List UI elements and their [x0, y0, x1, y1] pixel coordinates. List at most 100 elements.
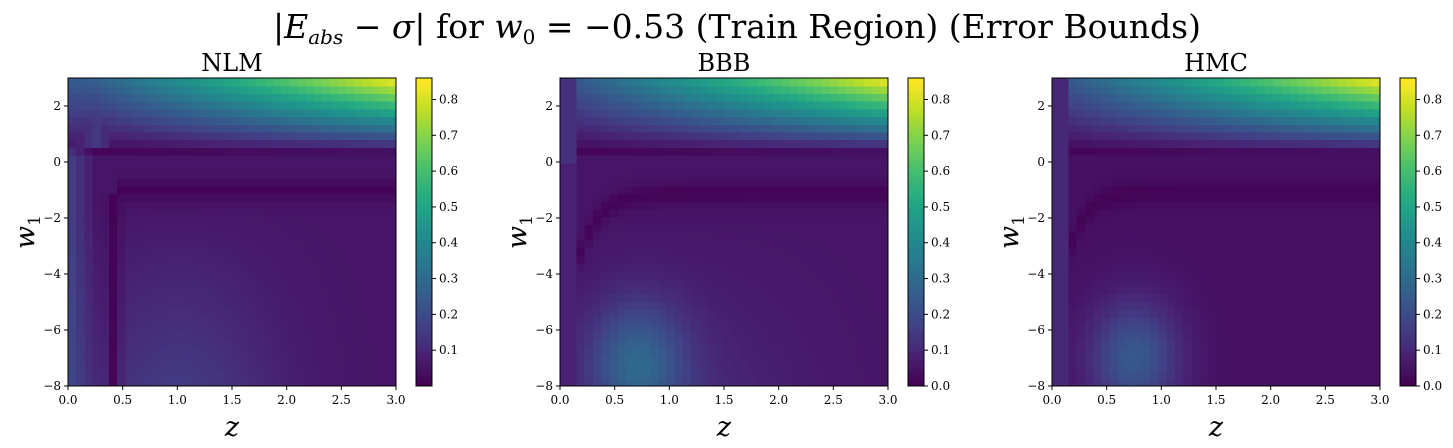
heatmap-cell	[617, 185, 627, 195]
heatmap-cell	[379, 285, 389, 295]
heatmap-cell	[650, 78, 659, 87]
heatmap-cell	[560, 193, 569, 202]
heatmap-cell	[560, 224, 569, 233]
heatmap-cell	[838, 116, 848, 125]
heatmap-cell	[215, 255, 225, 264]
heatmap-cell	[724, 255, 733, 264]
colorbar-step	[416, 262, 432, 268]
heatmap-cell	[674, 370, 684, 379]
heatmap-cell	[724, 262, 733, 272]
heatmap-cell	[1068, 224, 1078, 233]
heatmap-cell	[707, 339, 717, 349]
heatmap-cell	[182, 162, 192, 171]
heatmap-cell	[191, 201, 200, 210]
heatmap-cell	[830, 378, 840, 387]
heatmap-cell	[683, 309, 692, 318]
heatmap-cell	[847, 162, 856, 171]
heatmap-cell	[601, 316, 610, 325]
heatmap-cell	[740, 339, 750, 349]
heatmap-cell	[1166, 124, 1176, 133]
heatmap-cell	[92, 201, 102, 210]
heatmap-cell	[814, 362, 823, 372]
heatmap-cell	[617, 178, 627, 187]
heatmap-cell	[707, 147, 717, 156]
heatmap-cell	[1068, 185, 1078, 195]
heatmap-cell	[781, 216, 791, 225]
heatmap-cell	[125, 362, 135, 372]
heatmap-cell	[330, 208, 340, 218]
heatmap-cell	[1150, 116, 1160, 125]
heatmap-cell	[1224, 239, 1233, 248]
heatmap-cell	[1207, 85, 1217, 94]
heatmap-cell	[1076, 316, 1086, 325]
heatmap-cell	[1273, 193, 1283, 202]
heatmap-cell	[584, 85, 594, 94]
heatmap-cell	[576, 162, 586, 171]
heatmap-cell	[666, 101, 676, 110]
heatmap-cell	[1134, 262, 1143, 272]
heatmap-cell	[207, 216, 217, 225]
heatmap-cell	[797, 108, 807, 118]
heatmap-cell	[1248, 139, 1258, 148]
heatmap-cell	[1183, 247, 1192, 256]
heatmap-cell	[281, 93, 290, 102]
heatmap-cell	[371, 147, 381, 156]
heatmap-cell	[1084, 247, 1094, 256]
colorbar-step	[908, 93, 924, 98]
heatmap-cell	[1191, 201, 1201, 210]
heatmap-cell	[1257, 255, 1266, 264]
heatmap-cell	[781, 301, 791, 310]
heatmap-cell	[1281, 339, 1291, 349]
heatmap-cell	[322, 78, 331, 87]
heatmap-cell	[1199, 232, 1209, 241]
heatmap-cell	[871, 131, 881, 141]
heatmap-cell	[314, 201, 323, 210]
heatmap-cell	[182, 309, 192, 318]
heatmap-cell	[773, 262, 782, 272]
heatmap-cell	[1314, 355, 1324, 364]
heatmap-cell	[1109, 85, 1119, 94]
heatmap-cell	[84, 332, 94, 341]
heatmap-cell	[314, 270, 323, 279]
heatmap-cell	[650, 185, 659, 195]
heatmap-cell	[182, 347, 192, 356]
heatmap-cell	[1183, 208, 1192, 218]
heatmap-cell	[1216, 285, 1225, 295]
heatmap-cell	[568, 224, 577, 233]
heatmap-cell	[617, 108, 627, 118]
heatmap-cell	[281, 201, 290, 210]
heatmap-cell	[863, 224, 873, 233]
heatmap-cell	[223, 355, 233, 364]
heatmap-cell	[371, 270, 381, 279]
heatmap-cell	[371, 293, 381, 302]
heatmap-cell	[797, 139, 807, 148]
heatmap-cell	[699, 155, 709, 164]
colorbar-step	[908, 305, 924, 310]
heatmap-cell	[223, 370, 233, 379]
heatmap-cell	[625, 139, 635, 148]
heatmap-cell	[1125, 316, 1135, 325]
heatmap-cell	[1347, 378, 1356, 387]
heatmap-cell	[1281, 101, 1291, 110]
heatmap-cell	[199, 378, 208, 387]
heatmap-cell	[1142, 324, 1151, 333]
heatmap-cell	[560, 178, 569, 187]
heatmap-cell	[584, 101, 594, 110]
heatmap-cell	[1273, 139, 1283, 148]
heatmap-cell	[691, 108, 700, 118]
heatmap-cell	[576, 301, 586, 310]
heatmap-cell	[699, 339, 709, 349]
heatmap-cell	[814, 155, 823, 164]
heatmap-cell	[674, 332, 684, 341]
heatmap-cell	[1232, 131, 1242, 141]
heatmap-cell	[1232, 139, 1242, 148]
heatmap-cell	[117, 224, 126, 233]
heatmap-cell	[806, 293, 815, 302]
heatmap-cell	[1084, 262, 1094, 272]
heatmap-cell	[297, 332, 307, 341]
heatmap-cell	[699, 224, 709, 233]
heatmap-cell	[76, 278, 85, 287]
heatmap-cell	[1084, 255, 1094, 264]
heatmap-cell	[658, 324, 668, 333]
heatmap-cell	[150, 347, 159, 356]
